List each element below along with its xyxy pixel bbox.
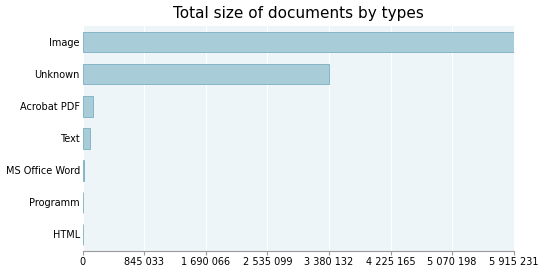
Bar	[83, 96, 93, 117]
Bar	[83, 31, 514, 52]
Bar	[83, 64, 329, 84]
Bar	[83, 128, 90, 149]
Title: Total size of documents by types: Total size of documents by types	[172, 5, 424, 20]
Bar	[83, 160, 84, 181]
